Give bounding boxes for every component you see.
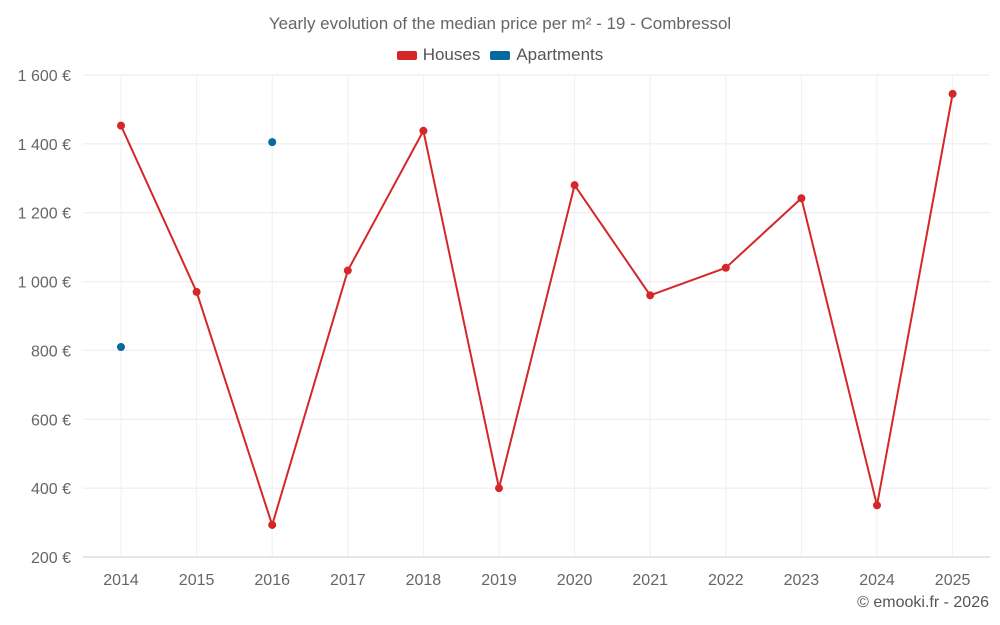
data-point-houses-2015[interactable] xyxy=(192,287,201,296)
data-point-apartments-2016[interactable] xyxy=(268,138,277,147)
x-tick-label: 2016 xyxy=(254,572,290,589)
legend-label-houses: Houses xyxy=(422,45,481,64)
legend-label-apartments: Apartments xyxy=(516,45,604,64)
series xyxy=(117,89,957,529)
data-point-houses-2021[interactable] xyxy=(646,291,655,300)
data-point-houses-2025[interactable] xyxy=(948,89,957,98)
legend-swatch-apartments xyxy=(490,50,511,60)
legend-item-apartments[interactable]: Apartments xyxy=(490,45,603,65)
x-tick-label: 2022 xyxy=(708,572,744,589)
y-tick-label: 1 200 € xyxy=(18,206,71,223)
data-point-houses-2024[interactable] xyxy=(873,501,881,510)
x-tick-label: 2017 xyxy=(330,572,366,589)
legend-item-houses[interactable]: Houses xyxy=(396,45,481,65)
x-tick-label: 2020 xyxy=(557,572,593,589)
data-point-houses-2017[interactable] xyxy=(343,266,352,275)
y-tick-label: 1 400 € xyxy=(18,137,71,154)
x-tick-label: 2021 xyxy=(632,572,668,589)
data-point-houses-2020[interactable] xyxy=(570,181,579,190)
series-line-segment-houses xyxy=(573,184,652,297)
series-line-segment-houses xyxy=(724,197,803,269)
legend-swatch-houses xyxy=(396,50,417,60)
x-tick-label: 2025 xyxy=(935,572,971,589)
x-tick-label: 2019 xyxy=(481,572,517,589)
y-tick-label: 200 € xyxy=(31,550,71,567)
data-point-houses-2014[interactable] xyxy=(117,121,125,130)
series-line-segment-houses xyxy=(195,290,274,526)
series-line-segment-houses xyxy=(422,129,500,490)
y-tick-label: 1 000 € xyxy=(18,275,71,292)
data-point-houses-2018[interactable] xyxy=(419,126,428,135)
y-tick-label: 800 € xyxy=(31,343,71,360)
axes: 200 € 400 € 600 € 800 € 1 000 € 1 200 € 1 400 … xyxy=(18,68,990,589)
x-tick-label: 2018 xyxy=(406,572,442,589)
series-line-segment-houses xyxy=(271,269,349,526)
y-tick-label: 600 € xyxy=(31,412,71,429)
data-point-houses-2023[interactable] xyxy=(797,194,806,203)
data-point-apartments-2014[interactable] xyxy=(117,342,125,351)
grid xyxy=(83,74,990,558)
y-tick-label: 1 600 € xyxy=(18,68,71,85)
y-tick-label: 400 € xyxy=(31,481,71,498)
legend: Houses Apartments xyxy=(0,45,1000,65)
credit-text: © emooki.fr - 2026 xyxy=(857,594,989,611)
x-tick-label: 2014 xyxy=(103,572,139,589)
series-line-segment-houses xyxy=(800,197,878,507)
chart-title: Yearly evolution of the median price per… xyxy=(268,14,732,33)
series-line-segment-houses xyxy=(649,266,727,297)
data-point-houses-2022[interactable] xyxy=(721,263,730,272)
x-tick-label: 2024 xyxy=(859,572,895,589)
series-line-segment-houses xyxy=(120,124,198,293)
series-line-segment-houses xyxy=(498,184,576,490)
data-point-houses-2016[interactable] xyxy=(268,520,277,529)
x-tick-label: 2023 xyxy=(784,572,820,589)
x-tick-label: 2015 xyxy=(179,572,215,589)
series-line-segment-houses xyxy=(876,92,954,507)
series-line-segment-houses xyxy=(346,129,425,272)
data-point-houses-2019[interactable] xyxy=(495,484,503,493)
